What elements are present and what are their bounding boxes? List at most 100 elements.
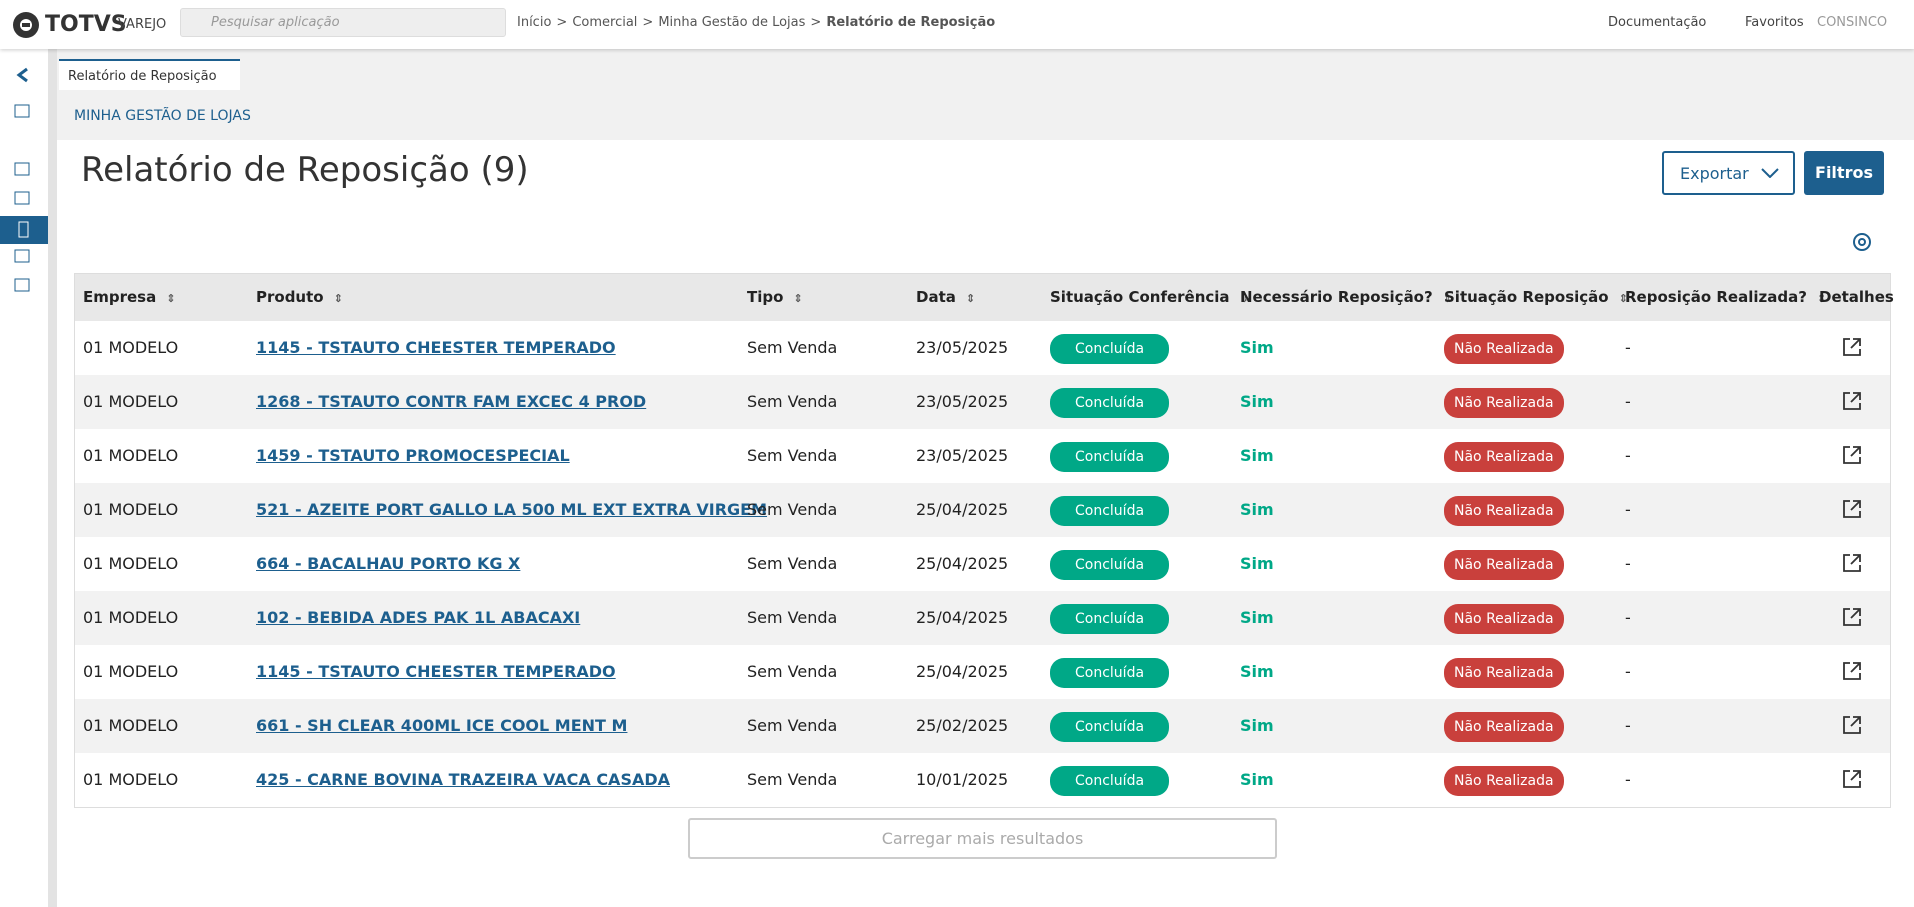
doc-link[interactable]: Documentação xyxy=(1608,15,1707,30)
column-label: Necessário Reposição? xyxy=(1240,288,1433,306)
details-icon[interactable] xyxy=(1841,552,1863,574)
cell-text: 10/01/2025 xyxy=(916,770,1009,789)
yes-text: Sim xyxy=(1240,662,1274,681)
cell: 01 MODELO xyxy=(83,753,178,807)
details-icon[interactable] xyxy=(1841,714,1863,736)
status-badge: Não Realizada xyxy=(1444,712,1564,742)
cell-text: 23/05/2025 xyxy=(916,392,1009,411)
status-badge: Concluída xyxy=(1050,712,1170,742)
cell: Não Realizada xyxy=(1444,753,1564,807)
export-label: Exportar xyxy=(1680,164,1749,183)
column-header[interactable]: Produto ⇕ xyxy=(256,273,343,321)
column-header[interactable]: Data ⇕ xyxy=(916,273,975,321)
breadcrumb-item[interactable]: Comercial xyxy=(572,15,638,30)
cell-text: - xyxy=(1625,716,1631,735)
filters-button[interactable]: Filtros xyxy=(1804,151,1884,195)
table-row xyxy=(75,591,1890,645)
section-label: MINHA GESTÃO DE LOJAS xyxy=(74,108,251,124)
cell: Não Realizada xyxy=(1444,483,1564,537)
column-header[interactable]: Empresa ⇕ xyxy=(83,273,175,321)
status-badge: Não Realizada xyxy=(1444,334,1564,364)
cell: Sem Venda xyxy=(747,483,837,537)
cell: - xyxy=(1625,537,1631,591)
status-badge: Concluída xyxy=(1050,550,1170,580)
column-header[interactable]: Situação Reposição ⇕ xyxy=(1444,273,1628,321)
cell-text: 25/04/2025 xyxy=(916,554,1009,573)
breadcrumb-item[interactable]: Início xyxy=(517,15,552,30)
search-box[interactable]: Pesquisar aplicação xyxy=(180,8,506,37)
cell: Sim xyxy=(1240,645,1274,699)
cell-text: - xyxy=(1625,500,1631,519)
status-badge: Não Realizada xyxy=(1444,388,1564,418)
cell-text: Sem Venda xyxy=(747,500,838,519)
product[interactable]: VAREJO xyxy=(118,17,167,32)
cell-text: Sem Venda xyxy=(747,662,838,681)
cell: - xyxy=(1625,429,1631,483)
tab-label: Relatório de Reposição xyxy=(68,69,217,84)
product-link[interactable]: 664 - BACALHAU PORTO KG X xyxy=(256,554,521,573)
cell: Concluída xyxy=(1050,753,1170,807)
details-icon[interactable] xyxy=(1841,444,1863,466)
cell: - xyxy=(1625,591,1631,645)
user-menu[interactable]: CONSINCO xyxy=(1817,15,1888,30)
favorites-link[interactable]: Favoritos xyxy=(1745,15,1804,30)
details-icon[interactable] xyxy=(1841,498,1863,520)
details-icon[interactable] xyxy=(1841,660,1863,682)
cell: 01 MODELO xyxy=(83,429,178,483)
details-icon[interactable] xyxy=(1841,606,1863,628)
cell-text: - xyxy=(1625,770,1631,789)
column-header[interactable]: Reposição Realizada? ⇕ xyxy=(1625,273,1826,321)
sort-icon: ⇕ xyxy=(1816,292,1827,305)
column-header[interactable]: Tipo ⇕ xyxy=(747,273,803,321)
details-icon[interactable] xyxy=(1841,390,1863,412)
export-button[interactable]: Exportar xyxy=(1662,151,1795,195)
cell: Sem Venda xyxy=(747,537,837,591)
column-label: Reposição Realizada? xyxy=(1625,288,1807,306)
product-link[interactable]: 1145 - TSTAUTO CHEESTER TEMPERADO xyxy=(256,338,616,357)
product-link[interactable]: 521 - AZEITE PORT GALLO LA 500 ML EXT EX… xyxy=(256,500,768,519)
cell: 23/05/2025 xyxy=(916,321,1008,375)
breadcrumb-separator: > xyxy=(556,15,568,30)
cell: Concluída xyxy=(1050,591,1170,645)
cell-text: - xyxy=(1625,392,1631,411)
load-more-button[interactable]: Carregar mais resultados xyxy=(688,818,1277,859)
column-header[interactable]: Situação Conferência ⇕ xyxy=(1050,273,1249,321)
tab[interactable]: Relatório de Reposição xyxy=(59,59,240,90)
table-row xyxy=(75,321,1890,375)
sort-icon: ⇕ xyxy=(166,292,176,305)
product-link[interactable]: 102 - BEBIDA ADES PAK 1L ABACAXI xyxy=(256,608,581,627)
sort-icon: ⇕ xyxy=(965,292,976,305)
details-icon[interactable] xyxy=(1841,768,1863,790)
product-link[interactable]: 1145 - TSTAUTO CHEESTER TEMPERADO xyxy=(256,662,616,681)
cell-text: Sem Venda xyxy=(747,392,838,411)
yes-text: Sim xyxy=(1240,392,1274,411)
table-row xyxy=(75,537,1890,591)
cell: Sem Venda xyxy=(747,645,837,699)
cell-text: - xyxy=(1625,608,1631,627)
product-link[interactable]: 425 - CARNE BOVINA TRAZEIRA VACA CASADA xyxy=(256,770,671,789)
yes-text: Sim xyxy=(1240,446,1274,465)
column-header[interactable]: Necessário Reposição? ⇕ xyxy=(1240,273,1452,321)
cell: Não Realizada xyxy=(1444,375,1564,429)
yes-text: Sim xyxy=(1240,500,1274,519)
cell: 25/02/2025 xyxy=(916,699,1008,753)
cell: 01 MODELO xyxy=(83,483,178,537)
column-label: Data xyxy=(916,288,956,306)
cell-text: Sem Venda xyxy=(747,770,838,789)
product-link[interactable]: 1459 - TSTAUTO PROMOCESPECIAL xyxy=(256,446,570,465)
cell: Concluída xyxy=(1050,483,1170,537)
chevron xyxy=(1761,168,1779,178)
details-icon[interactable] xyxy=(1841,336,1863,358)
settings-icon[interactable] xyxy=(1851,231,1873,253)
breadcrumb-item[interactable]: Relatório de Reposição xyxy=(826,15,996,30)
breadcrumb-item[interactable]: Minha Gestão de Lojas xyxy=(658,15,806,30)
status-badge: Concluída xyxy=(1050,658,1170,688)
cell: 1459 - TSTAUTO PROMOCESPECIAL xyxy=(256,429,570,483)
column-label: Tipo xyxy=(747,288,784,306)
logo-icon xyxy=(13,12,39,38)
product-link[interactable]: 1268 - TSTAUTO CONTR FAM EXCEC 4 PROD xyxy=(256,392,647,411)
cell-text: 01 MODELO xyxy=(83,608,179,627)
status-badge: Concluída xyxy=(1050,442,1170,472)
cell-text: 01 MODELO xyxy=(83,770,179,789)
product-link[interactable]: 661 - SH CLEAR 400ML ICE COOL MENT M xyxy=(256,716,628,735)
